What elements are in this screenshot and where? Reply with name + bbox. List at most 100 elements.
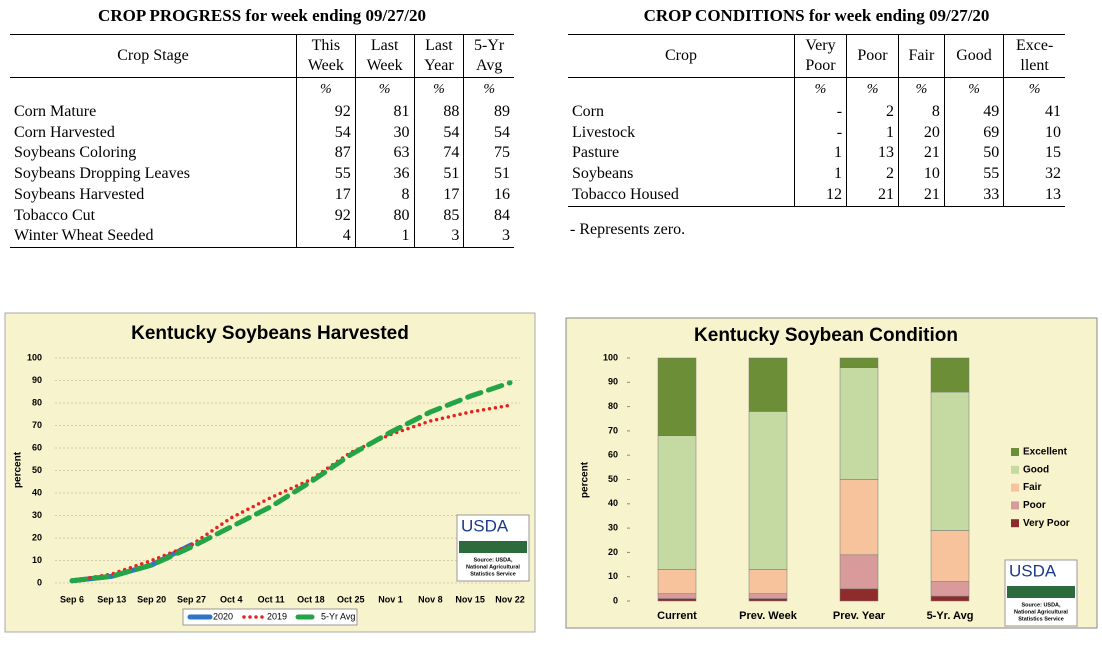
bar-segment: [748, 569, 788, 594]
units-row: %%%%: [10, 77, 514, 102]
column-header: Last Week: [354, 34, 414, 78]
value-cell: 2: [846, 164, 899, 185]
legend-swatch: [1011, 519, 1019, 528]
y-tick-label: 40: [32, 487, 42, 497]
value-cell: 21: [898, 143, 945, 165]
unit-cell: %: [354, 77, 414, 102]
x-tick-label: Prev. Year: [833, 610, 886, 622]
value-cell: 1: [846, 122, 899, 144]
x-tick-label: Sep 13: [97, 594, 126, 604]
value-cell: 69: [943, 122, 1004, 144]
row: Corn -2 8 49 41: [568, 102, 1065, 123]
y-tick-label: 90: [608, 377, 618, 387]
source-text: Statistics Service: [470, 571, 516, 577]
value-cell: 74: [413, 143, 464, 165]
value-cell: 21: [846, 184, 899, 207]
bar-segment: [839, 588, 879, 602]
y-tick-label: 50: [32, 465, 42, 475]
y-tick-label: 10: [32, 555, 42, 565]
header-text: Last: [425, 37, 453, 54]
legend-label: Good: [1023, 464, 1049, 475]
x-tick-label: Oct 25: [337, 594, 365, 604]
value-cell: 55: [943, 164, 1004, 185]
value-cell: 1: [793, 164, 847, 185]
bar-segment: [657, 569, 697, 594]
value-cell: 51: [413, 164, 464, 185]
header-text: Year: [424, 57, 454, 74]
row-label: Soybeans Harvested: [14, 185, 145, 203]
value-cell: 92: [296, 205, 356, 227]
row-label: Corn Harvested: [14, 123, 115, 141]
value-cell: 30: [354, 122, 414, 144]
legend-swatch: [1011, 483, 1019, 492]
y-tick-label: 30: [32, 510, 42, 520]
value-cell: 36: [354, 164, 414, 185]
y-tick-label: 80: [608, 401, 618, 411]
line-series: [69, 380, 513, 584]
column-header: Good: [943, 34, 1004, 78]
bar-segment: [748, 357, 788, 412]
column-header: Poor: [846, 34, 899, 78]
header-text: Avg: [475, 57, 503, 74]
value-cell: 54: [413, 122, 464, 144]
value-cell: 17: [413, 184, 464, 206]
header-text: Exce-: [1015, 37, 1054, 54]
value-cell: 1: [354, 226, 414, 248]
legend-label: 5-Yr Avg: [321, 611, 355, 621]
table-title: CROP PROGRESS for week ending 09/27/20: [98, 6, 426, 25]
row-label: Corn: [572, 103, 604, 120]
bar-segment: [839, 479, 879, 556]
bar-segment: [839, 357, 879, 368]
row: Corn Harvested 54 30 54 54: [10, 122, 514, 144]
column-header: Last Year: [413, 34, 464, 78]
y-axis-label: percent: [13, 451, 24, 488]
source-text: National Agricultural: [1014, 609, 1068, 615]
value-cell: 41: [1003, 102, 1065, 123]
value-cell: 16: [463, 184, 514, 206]
bar-segment: [930, 357, 970, 393]
y-tick-label: 50: [608, 474, 618, 484]
legend-box: [182, 608, 358, 626]
header-text: Crop Stage: [117, 47, 189, 64]
bar-segment: [930, 595, 970, 602]
source-text: Statistics Service: [1018, 616, 1064, 622]
chart-title: Kentucky Soybean Condition: [694, 325, 958, 346]
bar-segment: [657, 593, 697, 599]
column-header: Very Poor: [793, 34, 847, 78]
units-row: %%%%%: [568, 77, 1065, 102]
header-text: Fair: [908, 47, 935, 64]
value-cell: 13: [1003, 184, 1065, 207]
y-tick-label: 100: [603, 352, 618, 362]
row: Soybeans 1 2 10 55 32: [568, 164, 1065, 185]
x-tick-label: Oct 4: [220, 594, 243, 604]
value-cell: 12: [793, 184, 847, 207]
header-text: Week: [307, 57, 344, 74]
y-tick-label: 20: [608, 547, 618, 557]
value-cell: 84: [463, 205, 514, 227]
unit-cell: %: [413, 77, 464, 102]
y-tick-label: 30: [608, 522, 618, 532]
unit-cell: %: [296, 77, 356, 102]
bar-segment: [930, 391, 970, 531]
logo-band: [459, 541, 527, 553]
value-cell: 55: [296, 164, 356, 185]
row: Livestock -1 20 69 10: [568, 122, 1065, 144]
header-text: 5-Yr: [474, 37, 505, 54]
value-cell: 2: [846, 102, 899, 123]
bar-segment: [657, 598, 697, 602]
unit-cell: %: [1003, 77, 1065, 102]
unit-cell: %: [898, 77, 945, 102]
header-text: Very: [805, 37, 836, 54]
y-axis-label: percent: [580, 461, 591, 498]
header-text: Week: [366, 57, 403, 74]
header-text: Last: [370, 37, 399, 54]
row: Soybeans Coloring 87 63 74 75: [10, 143, 514, 165]
legend-label: 2020: [213, 611, 233, 621]
value-cell: 50: [943, 143, 1004, 165]
row: Soybeans Dropping Leaves 55 36 51 51: [10, 164, 514, 185]
table-title: CROP CONDITIONS for week ending 09/27/20: [643, 6, 990, 25]
row-label: Soybeans Dropping Leaves: [14, 165, 190, 183]
x-tick-label: Nov 15: [455, 594, 485, 604]
row: Winter Wheat Seeded 4 1 3 3: [10, 226, 514, 248]
